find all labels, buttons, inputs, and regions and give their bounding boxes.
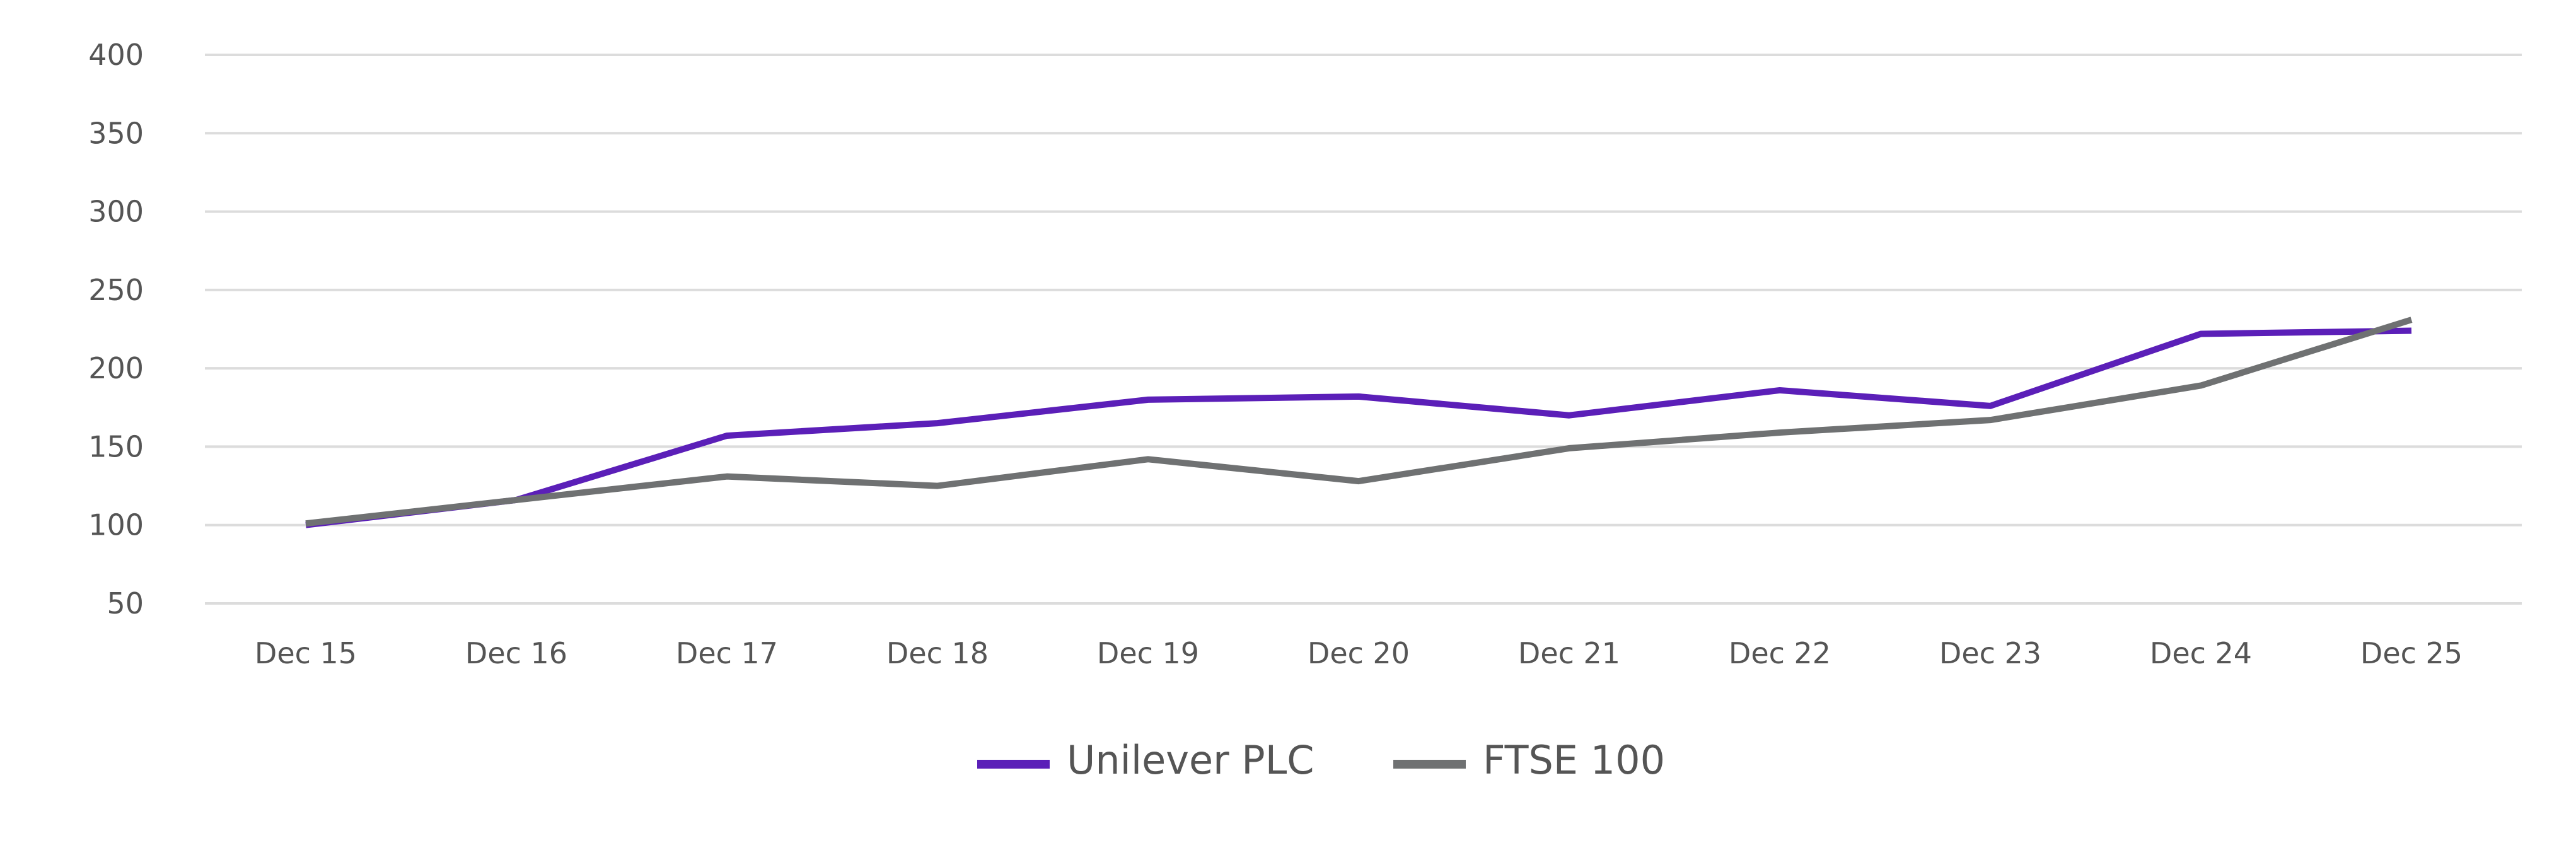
series-line-unilever-plc <box>305 327 2412 528</box>
x-axis-ticks: Dec 15 Dec 16 Dec 17 Dec 18 Dec 19 Dec 20 Dec … <box>255 636 2463 670</box>
x-tick-label-dec-24: Dec 24 <box>2150 636 2252 670</box>
x-tick-label-dec-17: Dec 17 <box>676 636 778 670</box>
y-tick-label-100: 100 <box>88 508 144 542</box>
x-tick-label-dec-23: Dec 23 <box>1939 636 2041 670</box>
x-tick-label-dec-25: Dec 25 <box>2360 636 2463 670</box>
grid-lines <box>205 54 2522 605</box>
y-tick-label-50: 50 <box>107 586 144 620</box>
legend-label-ftse: FTSE 100 <box>1483 737 1665 783</box>
y-tick-label-250: 250 <box>88 273 144 307</box>
x-tick-label-dec-20: Dec 20 <box>1308 636 1410 670</box>
y-tick-label-200: 200 <box>88 351 144 385</box>
y-tick-label-300: 300 <box>88 195 144 229</box>
x-tick-label-dec-16: Dec 16 <box>465 636 567 670</box>
x-tick-label-dec-15: Dec 15 <box>255 636 357 670</box>
y-tick-label-150: 150 <box>88 429 144 463</box>
y-tick-label-350: 350 <box>88 116 144 150</box>
x-tick-label-dec-21: Dec 21 <box>1518 636 1620 670</box>
x-tick-label-dec-22: Dec 22 <box>1729 636 1831 670</box>
legend: Unilever PLC FTSE 100 <box>977 737 1665 783</box>
x-tick-label-dec-19: Dec 19 <box>1097 636 1199 670</box>
x-tick-label-dec-18: Dec 18 <box>886 636 989 670</box>
y-axis-ticks: 400 350 300 250 200 150 100 50 <box>88 38 144 620</box>
series-line-ftse-100 <box>305 317 2413 527</box>
series-lines <box>305 317 2413 528</box>
legend-label-unilever: Unilever PLC <box>1067 737 1314 783</box>
y-tick-label-400: 400 <box>88 38 144 72</box>
